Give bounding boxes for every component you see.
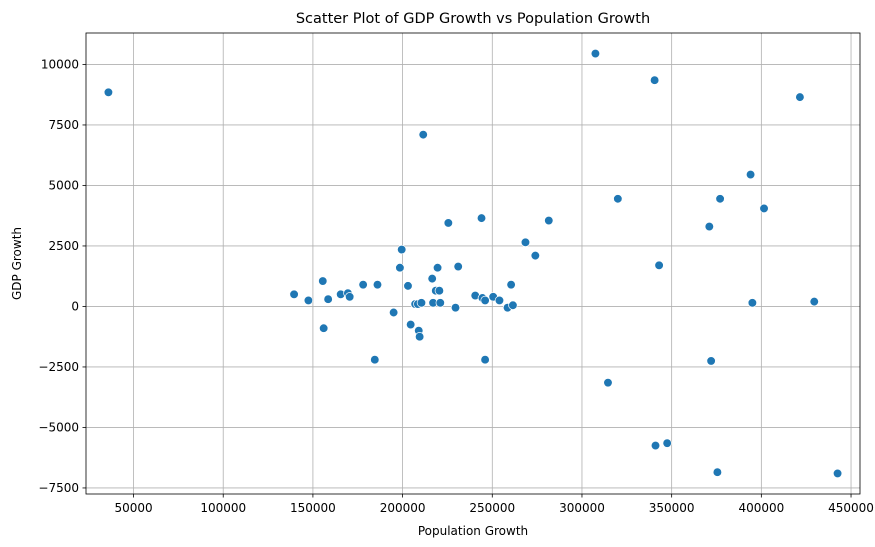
scatter-point — [318, 276, 328, 286]
scatter-point — [745, 169, 756, 180]
y-axis-label: GDP Growth — [10, 227, 24, 300]
scatter-point — [358, 280, 368, 290]
scatter-point — [544, 215, 554, 226]
scatter-point — [747, 298, 758, 308]
scatter-point — [319, 323, 329, 333]
scatter-point — [715, 194, 725, 204]
y-axis-ticks: −7500 −5000 −2500 0 2500 5000 7500 10000 — [38, 57, 86, 495]
scatter-point — [345, 292, 355, 302]
scatter-point — [416, 298, 427, 308]
scatter-point — [372, 280, 383, 290]
scatter-point — [427, 273, 437, 284]
scatter-point — [590, 48, 601, 59]
scatter-point — [388, 307, 399, 318]
y-tick-label: −7500 — [38, 481, 79, 495]
scatter-point — [650, 440, 661, 451]
scatter-point — [395, 263, 405, 273]
plot-area-frame — [85, 32, 861, 495]
scatter-point — [480, 355, 490, 365]
scatter-point — [289, 289, 299, 300]
chart-title: Scatter Plot of GDP Growth vs Population… — [296, 11, 650, 27]
x-tick-label: 50000 — [114, 501, 152, 515]
scatter-point — [795, 92, 805, 102]
scatter-point — [450, 303, 461, 313]
scatter-point — [370, 355, 380, 365]
x-axis-label: Population Growth — [418, 524, 528, 538]
scatter-point — [418, 129, 428, 140]
scatter-point — [432, 263, 443, 273]
y-tick-label: 2500 — [48, 239, 79, 253]
scatter-point — [103, 87, 114, 97]
scatter-point — [603, 378, 613, 388]
scatter-point — [406, 319, 416, 330]
scatter-point — [649, 75, 660, 85]
scatter-point — [506, 280, 516, 290]
scatter-point — [494, 295, 505, 306]
y-tick-label: 0 — [71, 299, 79, 313]
y-tick-label: −2500 — [38, 360, 79, 374]
scatter-point — [520, 237, 531, 247]
x-tick-label: 400000 — [738, 501, 784, 515]
y-tick-label: −5000 — [38, 420, 79, 434]
x-tick-label: 450000 — [828, 501, 874, 515]
scatter-point — [704, 221, 714, 232]
y-tick-label: 5000 — [48, 178, 79, 192]
y-tick-label: 7500 — [48, 118, 79, 132]
scatter-point — [453, 261, 463, 272]
x-tick-label: 300000 — [559, 501, 605, 515]
x-tick-label: 350000 — [649, 501, 695, 515]
scatter-point — [759, 203, 769, 214]
scatter-point — [613, 194, 623, 204]
scatter-point — [403, 281, 413, 291]
x-tick-label: 150000 — [290, 501, 336, 515]
scatter-point — [323, 294, 333, 304]
data-points — [103, 48, 843, 479]
scatter-point — [508, 300, 518, 310]
scatter-point — [397, 244, 407, 255]
scatter-point — [712, 467, 723, 477]
scatter-point — [434, 286, 445, 296]
y-tick-label: 10000 — [41, 57, 79, 71]
scatter-point — [530, 250, 540, 261]
scatter-point — [435, 298, 445, 308]
scatter-point — [706, 356, 716, 366]
scatter-point — [443, 218, 453, 228]
x-tick-label: 250000 — [469, 501, 515, 515]
scatter-point — [809, 296, 819, 307]
scatter-point — [832, 468, 843, 479]
scatter-point — [662, 438, 672, 448]
scatter-point — [476, 213, 487, 223]
x-axis-ticks: 50000 100000 150000 200000 250000 300000 35000… — [114, 494, 874, 515]
scatter-point — [480, 295, 490, 306]
scatter-point — [414, 332, 425, 342]
scatter-point — [303, 295, 314, 306]
x-tick-label: 100000 — [200, 501, 246, 515]
grid-lines — [86, 33, 860, 494]
scatter-point — [654, 260, 664, 270]
x-tick-label: 200000 — [380, 501, 426, 515]
